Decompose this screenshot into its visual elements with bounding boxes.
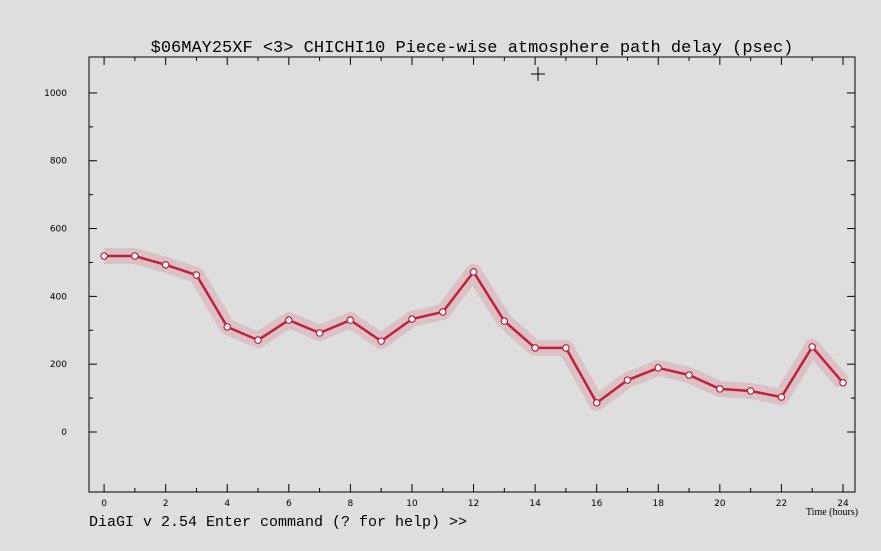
data-point xyxy=(623,376,632,384)
x-tick-label: 4 xyxy=(224,499,230,509)
y-tick-label: 0 xyxy=(61,428,67,438)
x-axis-label: Time (hours) xyxy=(806,507,858,518)
x-tick-label: 8 xyxy=(348,499,354,509)
data-point xyxy=(192,271,201,279)
y-tick-label: 400 xyxy=(50,292,67,302)
data-point xyxy=(131,252,139,260)
data-point xyxy=(500,317,509,325)
data-point xyxy=(377,337,385,345)
y-tick-label: 200 xyxy=(50,360,67,370)
data-point xyxy=(839,379,847,387)
command-prompt: DiaGI v 2.54 Enter command (? for help) … xyxy=(89,514,467,531)
data-point xyxy=(808,343,817,351)
y-tick-label: 800 xyxy=(50,157,67,167)
x-tick-label: 14 xyxy=(529,499,541,509)
chart-title: $06MAY25XF <3> CHICHI10 Piece-wise atmos… xyxy=(151,39,794,58)
cursor xyxy=(531,67,545,81)
x-tick-label: 2 xyxy=(163,499,169,509)
data-point xyxy=(254,336,262,344)
x-tick-label: 22 xyxy=(776,499,787,509)
data-point xyxy=(346,316,355,324)
data-point xyxy=(285,316,293,324)
x-tick-label: 16 xyxy=(591,499,603,509)
y-tick-label: 600 xyxy=(50,225,67,235)
data-point xyxy=(685,371,693,379)
data-point xyxy=(315,329,324,337)
data-point xyxy=(408,315,416,323)
data-point xyxy=(654,364,663,372)
x-tick-label: 20 xyxy=(714,499,726,509)
data-point xyxy=(777,393,786,401)
x-tick-label: 6 xyxy=(286,499,292,509)
data-point xyxy=(746,387,755,395)
data-point xyxy=(223,323,232,331)
data-point xyxy=(592,399,601,407)
x-tick-label: 10 xyxy=(406,499,418,509)
data-point xyxy=(562,344,570,352)
data-point xyxy=(716,385,724,393)
x-tick-label: 12 xyxy=(468,499,479,509)
x-tick-label: 18 xyxy=(653,499,665,509)
data-point xyxy=(469,268,478,276)
data-point xyxy=(100,252,108,260)
y-tick-label: 1000 xyxy=(44,89,67,99)
data-point xyxy=(161,261,170,269)
data-point xyxy=(438,308,447,316)
x-tick-label: 24 xyxy=(837,499,849,509)
data-point xyxy=(531,344,539,352)
plot-frame xyxy=(88,56,856,493)
x-tick-label: 0 xyxy=(101,499,107,509)
